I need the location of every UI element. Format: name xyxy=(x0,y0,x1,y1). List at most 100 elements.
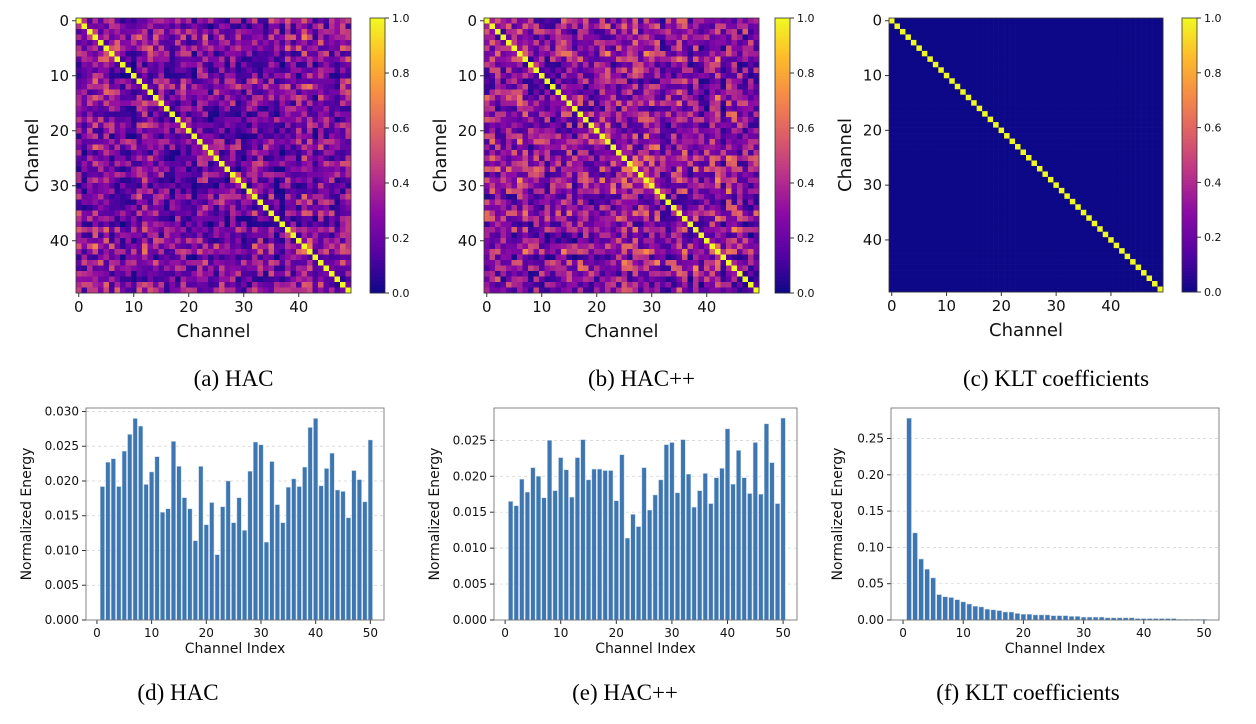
heatmap-cell xyxy=(197,89,203,96)
heatmap-cell xyxy=(290,243,297,250)
heatmap-cell xyxy=(131,265,137,272)
heatmap-cell xyxy=(726,95,732,101)
heatmap-cell xyxy=(98,232,104,239)
heatmap-cell xyxy=(566,89,573,96)
heatmap-cell xyxy=(544,238,551,244)
heatmap-cell xyxy=(533,78,540,85)
heatmap-cell xyxy=(583,84,589,90)
heatmap-cell xyxy=(693,78,699,85)
heatmap-cell xyxy=(654,34,661,41)
heatmap-cell xyxy=(329,89,335,96)
heatmap-cell xyxy=(87,34,93,41)
heatmap-cell xyxy=(312,40,319,46)
heatmap-cell xyxy=(279,40,286,46)
heatmap-cell xyxy=(748,67,754,74)
heatmap-cell xyxy=(76,188,82,195)
heatmap-cell xyxy=(296,243,302,250)
heatmap-cell xyxy=(698,155,705,162)
heatmap-cell xyxy=(500,188,507,195)
heatmap-cell xyxy=(109,188,115,195)
heatmap-cell xyxy=(698,243,705,250)
heatmap-cell xyxy=(169,205,176,211)
heatmap-cell xyxy=(219,260,225,266)
heatmap-cell xyxy=(484,249,490,255)
heatmap-cell xyxy=(312,84,319,90)
heatmap-cell xyxy=(517,106,523,112)
heatmap-cell xyxy=(550,18,556,24)
heatmap-cell xyxy=(577,62,584,68)
heatmap-cell xyxy=(164,95,170,101)
heatmap-cell xyxy=(748,45,754,52)
heatmap-cell xyxy=(230,276,236,283)
heatmap-cell xyxy=(709,161,716,167)
heatmap-cell xyxy=(605,161,611,167)
heatmap-cell xyxy=(334,84,341,90)
heatmap-cell xyxy=(296,161,302,167)
heatmap-cell xyxy=(555,89,562,96)
heatmap-cell xyxy=(533,194,540,200)
heatmap-cell xyxy=(528,221,534,228)
heatmap-cell xyxy=(312,287,319,294)
heatmap-cell xyxy=(588,188,595,195)
heatmap-cell xyxy=(219,265,225,272)
heatmap-cell xyxy=(616,100,622,107)
heatmap-cell xyxy=(103,150,110,156)
heatmap-cell xyxy=(726,155,732,162)
heatmap-cell xyxy=(285,34,291,41)
heatmap-cell xyxy=(241,95,247,101)
heatmap-cell xyxy=(345,45,352,52)
heatmap-cell xyxy=(704,177,710,184)
heatmap-cell xyxy=(511,265,518,272)
heatmap-cell xyxy=(720,194,727,200)
heatmap-cell xyxy=(522,51,529,57)
heatmap-cell xyxy=(76,205,82,211)
heatmap-cell xyxy=(748,155,754,162)
heatmap-cell xyxy=(202,56,209,63)
heatmap-cell xyxy=(698,144,705,151)
heatmap-cell xyxy=(522,227,529,233)
heatmap-cell xyxy=(676,67,683,74)
heatmap-cell xyxy=(186,232,192,239)
heatmap-cell xyxy=(577,265,584,272)
heatmap-cell xyxy=(208,51,214,57)
heatmap-cell xyxy=(539,232,545,239)
heatmap-cell xyxy=(213,100,220,107)
colorbar-segment xyxy=(370,106,385,110)
heatmap-cell xyxy=(687,155,694,162)
heatmap-cell xyxy=(197,161,203,167)
heatmap-cell xyxy=(594,205,600,211)
heatmap-cell xyxy=(142,89,148,96)
heatmap-cell xyxy=(213,238,220,244)
heatmap-cell xyxy=(528,199,534,206)
heatmap-cell xyxy=(131,106,137,112)
heatmap-cell xyxy=(731,172,738,178)
heatmap-cell xyxy=(301,122,308,129)
heatmap-cell xyxy=(599,265,606,272)
heatmap-cell xyxy=(246,40,253,46)
heatmap-cell xyxy=(484,166,490,173)
heatmap-cell xyxy=(109,18,115,24)
heatmap-cell xyxy=(268,34,275,41)
heatmap-cell xyxy=(334,67,341,74)
heatmap-cell xyxy=(517,117,523,123)
heatmap-cell xyxy=(709,117,716,123)
heatmap-cell xyxy=(131,282,137,288)
heatmap-cell xyxy=(345,254,352,261)
heatmap-cell xyxy=(296,62,302,68)
heatmap-cell xyxy=(202,51,209,57)
heatmap-cell xyxy=(340,150,346,156)
heatmap-cell xyxy=(649,139,655,145)
heatmap-cell xyxy=(312,133,319,140)
heatmap-cell xyxy=(577,40,584,46)
heatmap-cell xyxy=(731,34,738,41)
heatmap-cell xyxy=(274,34,280,41)
heatmap-cell xyxy=(544,122,551,129)
heatmap-cell xyxy=(737,100,743,107)
heatmap-cell xyxy=(142,183,148,189)
heatmap-cell xyxy=(528,144,534,151)
heatmap-cell xyxy=(257,106,264,112)
heatmap-cell xyxy=(279,150,286,156)
heatmap-cell xyxy=(654,221,661,228)
heatmap-cell xyxy=(191,249,198,255)
heatmap-cell xyxy=(120,188,126,195)
